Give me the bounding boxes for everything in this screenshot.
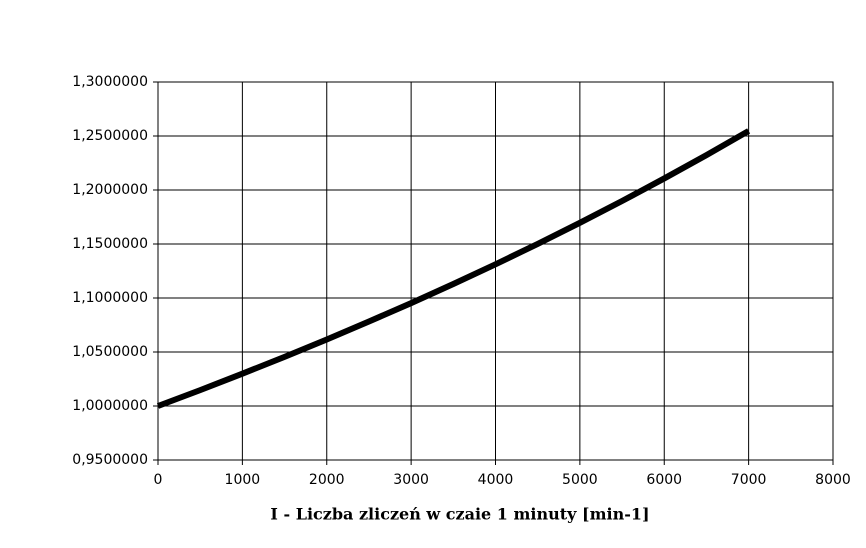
x-tick-label: 3000	[393, 472, 429, 488]
y-tick-label: 1,1000000	[72, 290, 148, 306]
x-tick-label: 6000	[646, 472, 682, 488]
x-tick-label: 1000	[225, 472, 261, 488]
y-tick-label: 1,1500000	[72, 236, 148, 252]
x-tick-label: 7000	[731, 472, 767, 488]
y-tick-label: 1,3000000	[72, 74, 148, 90]
x-tick-label: 8000	[815, 472, 851, 488]
x-tick-label: 2000	[309, 472, 345, 488]
y-tick-label: 1,2500000	[72, 128, 148, 144]
data-line	[156, 128, 751, 409]
y-tick-label: 1,0500000	[72, 344, 148, 360]
y-tick-label: 1,0000000	[72, 398, 148, 414]
x-tick-label: 4000	[478, 472, 514, 488]
y-tick-label: 1,2000000	[72, 182, 148, 198]
x-tick-label: 0	[154, 472, 163, 488]
x-axis-label: I - Liczba zliczeń w czaie 1 minuty [min…	[270, 505, 649, 524]
y-tick-label: 0,9500000	[72, 452, 148, 468]
x-tick-label: 5000	[562, 472, 598, 488]
